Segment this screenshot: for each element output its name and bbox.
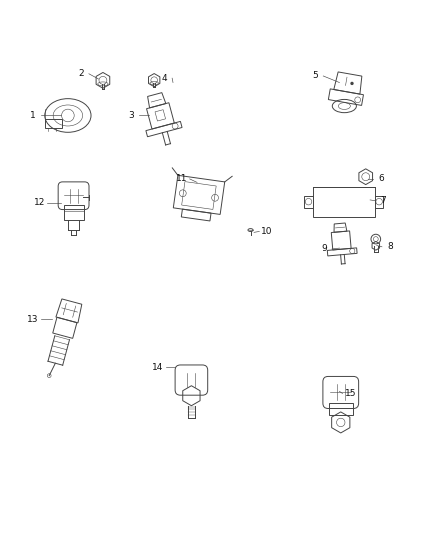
Text: 4: 4 <box>162 74 167 83</box>
Bar <box>329 403 353 415</box>
Bar <box>64 205 84 220</box>
Text: 2: 2 <box>78 69 84 78</box>
Text: 3: 3 <box>128 111 134 120</box>
Text: 6: 6 <box>378 174 384 183</box>
Text: 9: 9 <box>321 245 327 254</box>
Text: 1: 1 <box>30 111 36 120</box>
Circle shape <box>350 82 354 85</box>
Text: 5: 5 <box>312 71 318 80</box>
Bar <box>313 187 375 216</box>
Text: 14: 14 <box>152 363 163 372</box>
Text: 15: 15 <box>345 389 356 398</box>
Bar <box>304 196 313 208</box>
Text: 7: 7 <box>380 196 386 205</box>
Text: 10: 10 <box>261 227 273 236</box>
Bar <box>45 119 62 128</box>
Text: 13: 13 <box>27 314 39 324</box>
Text: 8: 8 <box>387 243 393 251</box>
Text: 12: 12 <box>34 198 45 207</box>
Text: 11: 11 <box>176 174 187 183</box>
Bar <box>375 196 383 208</box>
